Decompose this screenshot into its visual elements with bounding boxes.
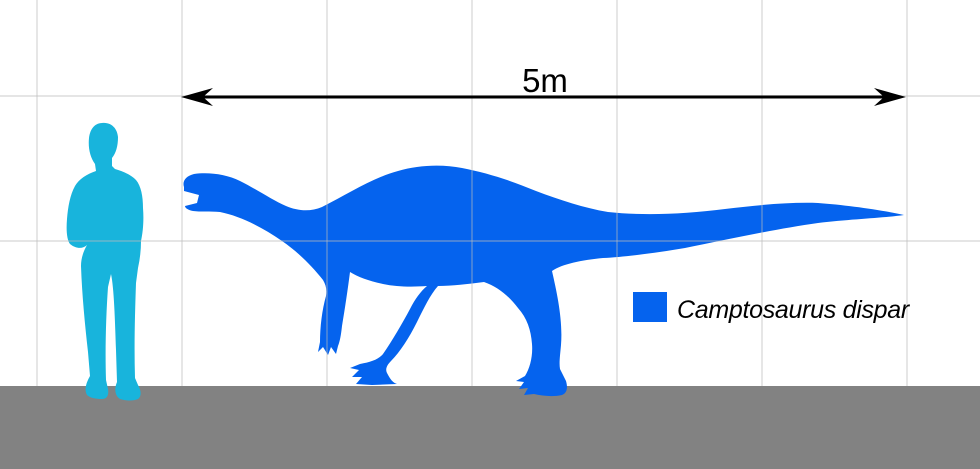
scale-arrowhead-right-icon xyxy=(874,88,906,106)
scale-bar: 5m xyxy=(181,62,906,106)
dinosaur-silhouette xyxy=(183,165,904,397)
scale-label: 5m xyxy=(522,62,568,99)
scale-arrowhead-left-icon xyxy=(181,88,213,106)
legend-label: Camptosaurus dispar xyxy=(677,296,911,324)
human-silhouette xyxy=(66,122,144,401)
legend-swatch xyxy=(633,292,667,322)
legend: Camptosaurus dispar xyxy=(633,292,911,324)
ground-bar xyxy=(0,386,980,469)
